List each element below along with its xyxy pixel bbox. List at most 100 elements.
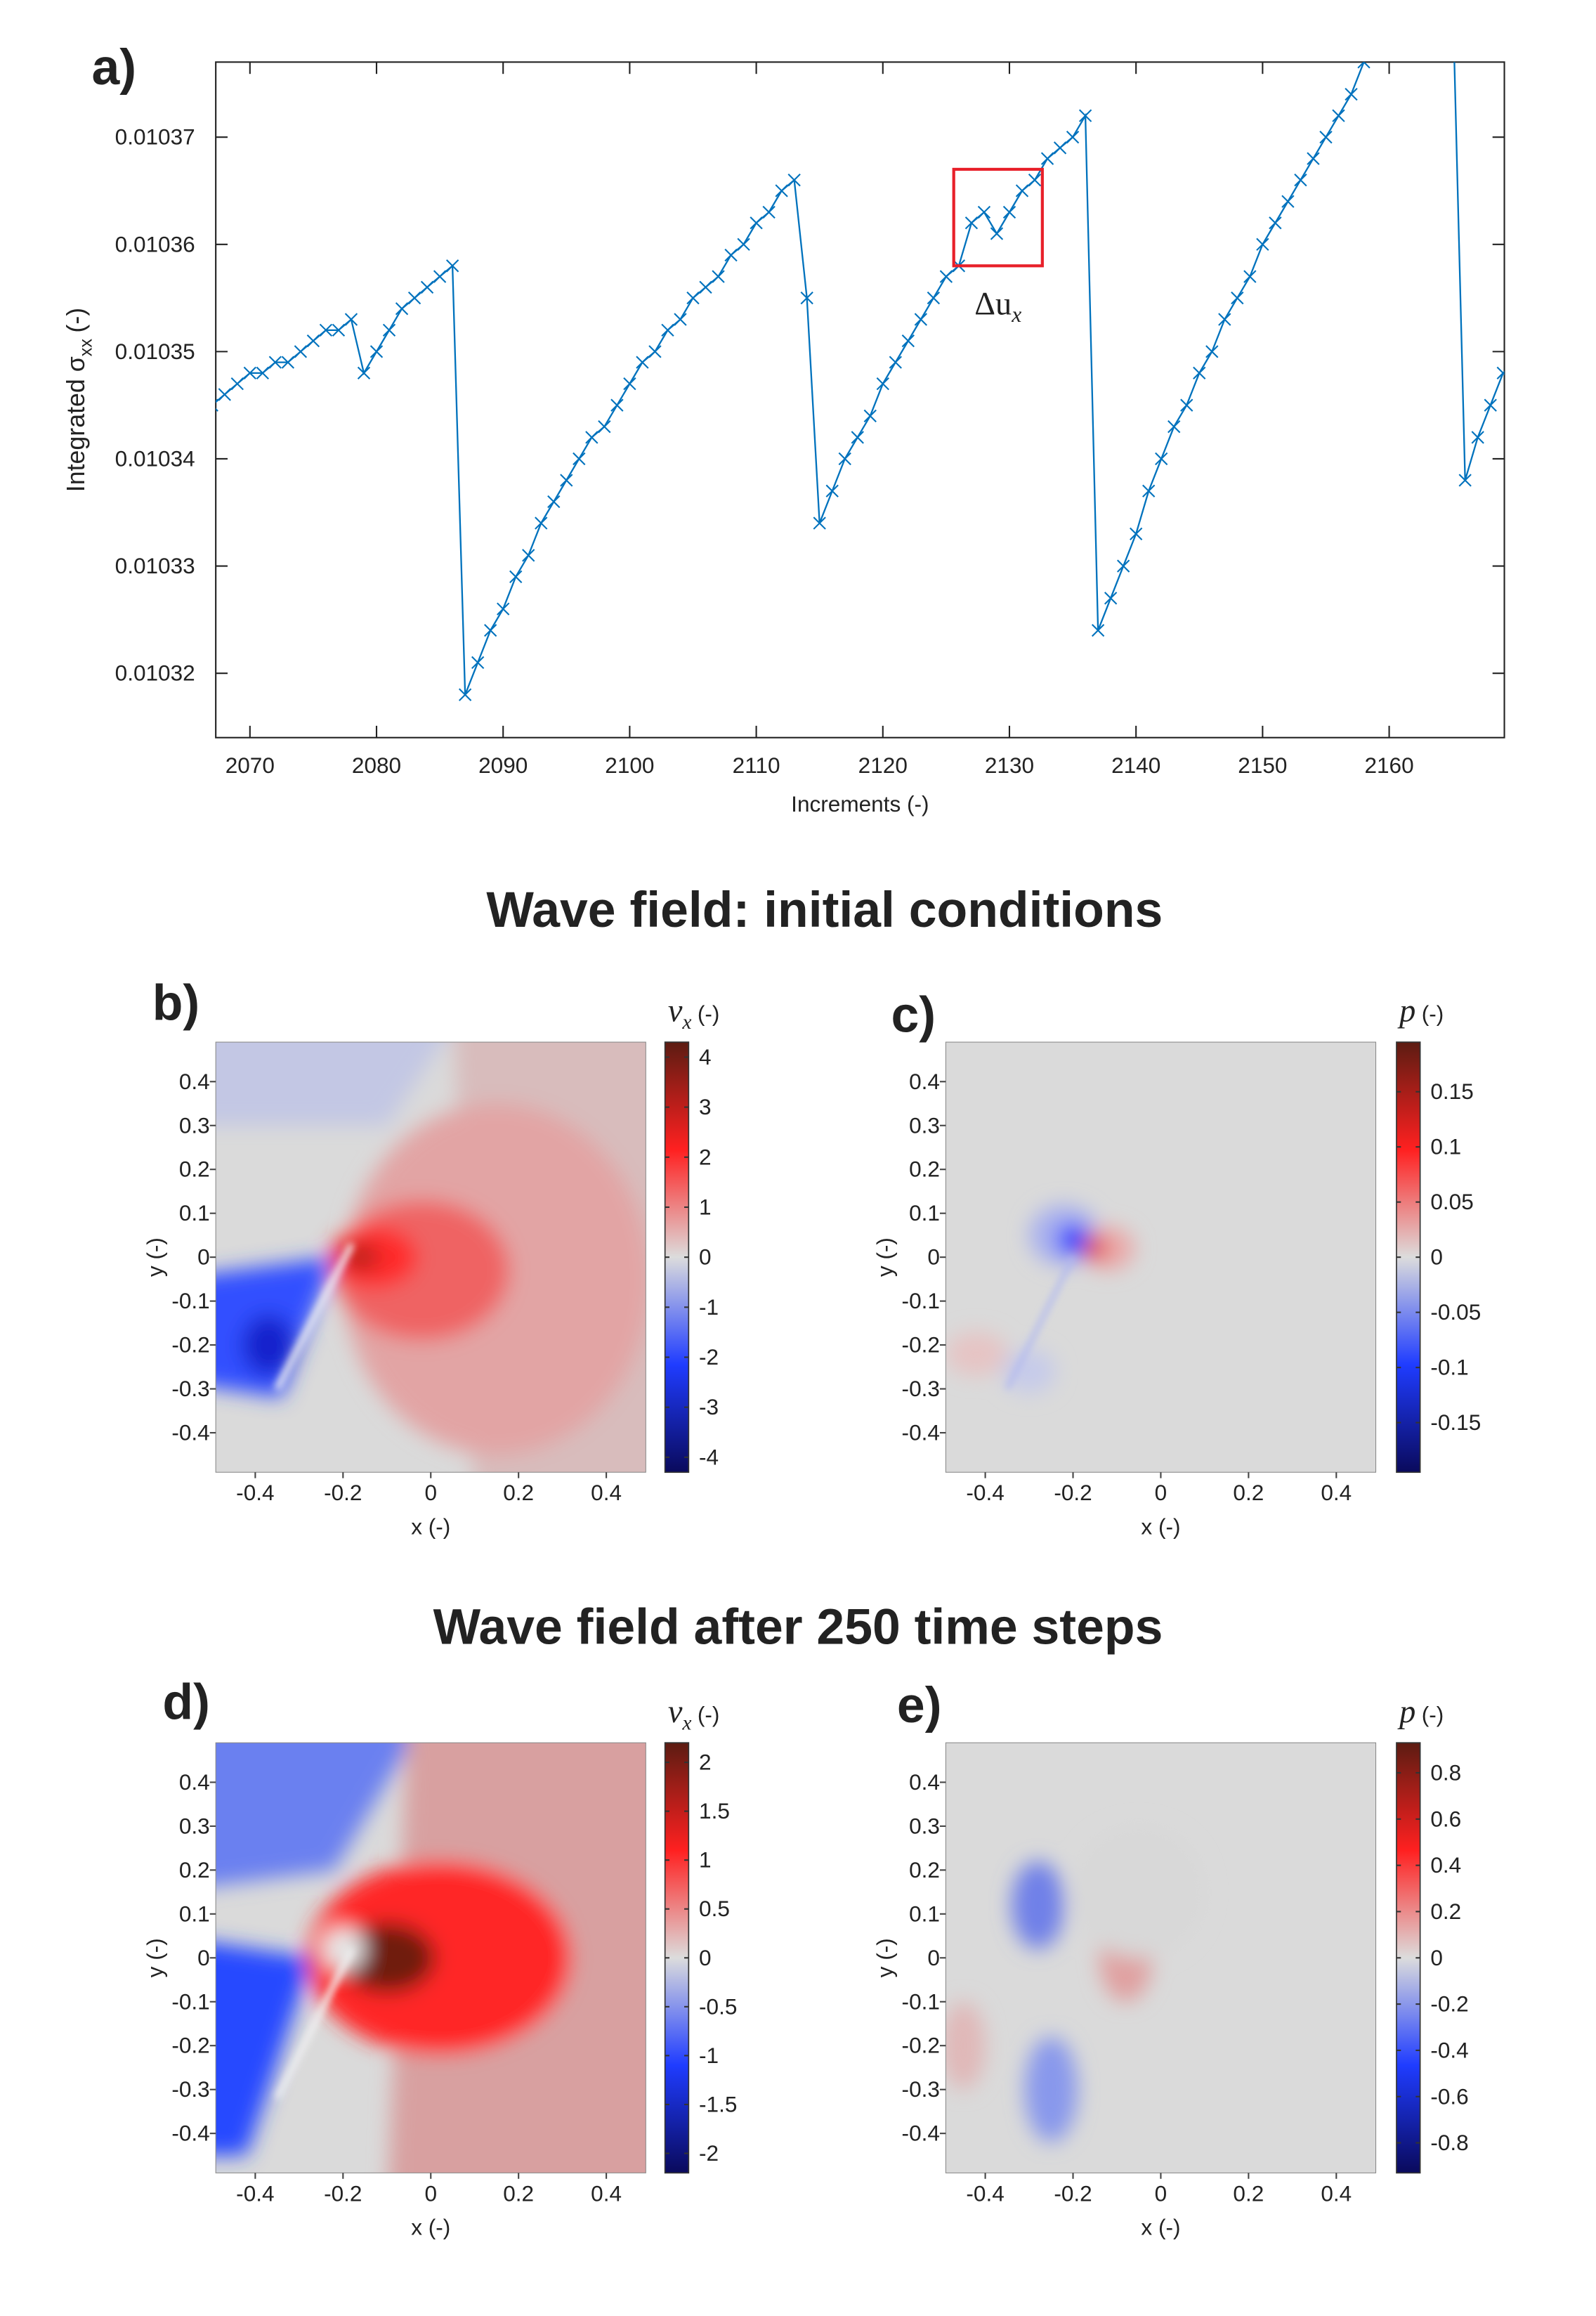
marker <box>471 656 485 670</box>
colorbar-label-unit: (-) <box>1422 1001 1444 1027</box>
field-blur <box>946 1204 1134 1393</box>
highlight-box <box>952 167 1044 268</box>
colorbar-tick-label: 2 <box>699 1144 712 1169</box>
marker <box>1155 452 1168 466</box>
marker <box>1484 398 1497 412</box>
marker <box>1332 109 1345 122</box>
colorbar-tick-label: 0.6 <box>1430 1806 1461 1831</box>
marker <box>927 291 941 305</box>
marker <box>876 377 889 391</box>
colorbar-tick-label: -1 <box>699 2043 719 2068</box>
y-tick-label: 0.4 <box>179 1069 210 1094</box>
marker <box>369 345 384 358</box>
y-axis-label-sub: xx <box>76 339 96 357</box>
colorbar-tick-label: -0.2 <box>1430 1991 1468 2017</box>
series <box>216 0 1505 701</box>
marker <box>1434 0 1446 4</box>
y-axis-label: y (-) <box>142 1938 167 1977</box>
colorbar-tick-label: -4 <box>699 1444 719 1469</box>
x-tick-label: 0 <box>424 2180 437 2206</box>
marker <box>610 398 624 412</box>
x-axis-label: x (-) <box>411 1514 450 1540</box>
y-tick-label: 0.01036 <box>115 231 195 256</box>
marker <box>420 280 434 294</box>
marker <box>1496 366 1505 380</box>
field-blur <box>946 1826 1205 2142</box>
colorbar-tick-label: 1 <box>699 1847 712 1873</box>
marker <box>990 227 1004 240</box>
panel-label: a) <box>91 39 136 96</box>
colorbar-tick-label: 0.8 <box>1430 1760 1461 1785</box>
marker <box>1256 238 1269 251</box>
colorbar-tick-label: -0.1 <box>1430 1355 1468 1380</box>
marker <box>863 409 877 423</box>
x-tick-label: 0.4 <box>1321 2180 1352 2206</box>
marker <box>256 366 269 380</box>
marker <box>1193 366 1206 380</box>
field-region <box>1073 1826 1205 1958</box>
field-region <box>1024 2036 1078 2142</box>
x-tick-label: 2150 <box>1238 753 1287 778</box>
field <box>216 1042 646 1473</box>
colorbar-label: vx (-) <box>668 1694 720 1735</box>
y-tick-label: 0.3 <box>909 1813 940 1838</box>
marker <box>1383 34 1395 46</box>
colorbar-tick-label: -1.5 <box>699 2091 737 2116</box>
colorbar-tick-label: -0.8 <box>1430 2130 1468 2155</box>
marker <box>1345 87 1358 101</box>
x-axis-label: x (-) <box>1141 2215 1180 2240</box>
marker <box>522 549 535 562</box>
marker <box>497 602 510 616</box>
marker <box>294 345 308 358</box>
y-tick-label: -0.3 <box>902 1376 940 1401</box>
field-region <box>1057 1224 1089 1256</box>
y-tick-label: 0.4 <box>179 1769 210 1795</box>
x-tick-label: 0 <box>424 1480 437 1505</box>
y-axis-label-text: Integrated σ <box>62 356 90 492</box>
marker <box>1180 398 1193 412</box>
marker <box>1167 420 1181 434</box>
field <box>946 1743 1376 2173</box>
annotation: Δux <box>974 287 1021 327</box>
x-tick-label: 0.2 <box>503 2180 534 2206</box>
x-tick-label: 0.4 <box>591 2180 622 2206</box>
colorbar-tick-label: 1.5 <box>699 1798 730 1823</box>
marker <box>1357 62 1371 69</box>
marker <box>1142 484 1156 497</box>
colorbar-label-var: v <box>668 1694 683 1730</box>
marker <box>661 323 674 337</box>
marker <box>585 431 598 444</box>
colorbar-label-var: v <box>668 994 683 1029</box>
marker <box>775 184 788 197</box>
x-tick-label: -0.4 <box>966 2180 1004 2206</box>
y-tick-label: 0 <box>927 1244 940 1270</box>
marker <box>964 216 979 230</box>
colorbar-tick-label: 0.1 <box>1430 1134 1461 1159</box>
panel-label: e) <box>897 1677 942 1733</box>
x-tick-label: 0.2 <box>1233 1480 1264 1505</box>
marker <box>319 323 333 337</box>
marker <box>825 484 839 497</box>
marker <box>509 570 523 583</box>
colorbar-label: p (-) <box>1397 1694 1444 1730</box>
colorbar-tick-label: -3 <box>699 1394 719 1419</box>
colorbar-tick-label: 2 <box>699 1750 712 1775</box>
y-tick-label: 0 <box>197 1945 210 1970</box>
colorbar-tick-label: 4 <box>699 1044 712 1069</box>
marker <box>1091 623 1105 637</box>
y-tick-label: 0.1 <box>179 1901 210 1926</box>
plot-area <box>215 61 1505 739</box>
marker <box>1243 270 1257 283</box>
marker <box>889 356 902 369</box>
marker <box>382 323 396 337</box>
marker <box>1294 174 1307 187</box>
colorbar-label: vx (-) <box>668 994 720 1034</box>
x-tick-label: 0.2 <box>503 1480 534 1505</box>
x-tick-label: 0 <box>1155 2180 1167 2206</box>
y-tick-label: 0.3 <box>179 1813 210 1838</box>
x-tick-label: 2110 <box>733 753 780 778</box>
section-title: Wave field after 250 time steps <box>433 1599 1163 1655</box>
marker <box>977 205 991 219</box>
marker <box>1458 474 1472 487</box>
